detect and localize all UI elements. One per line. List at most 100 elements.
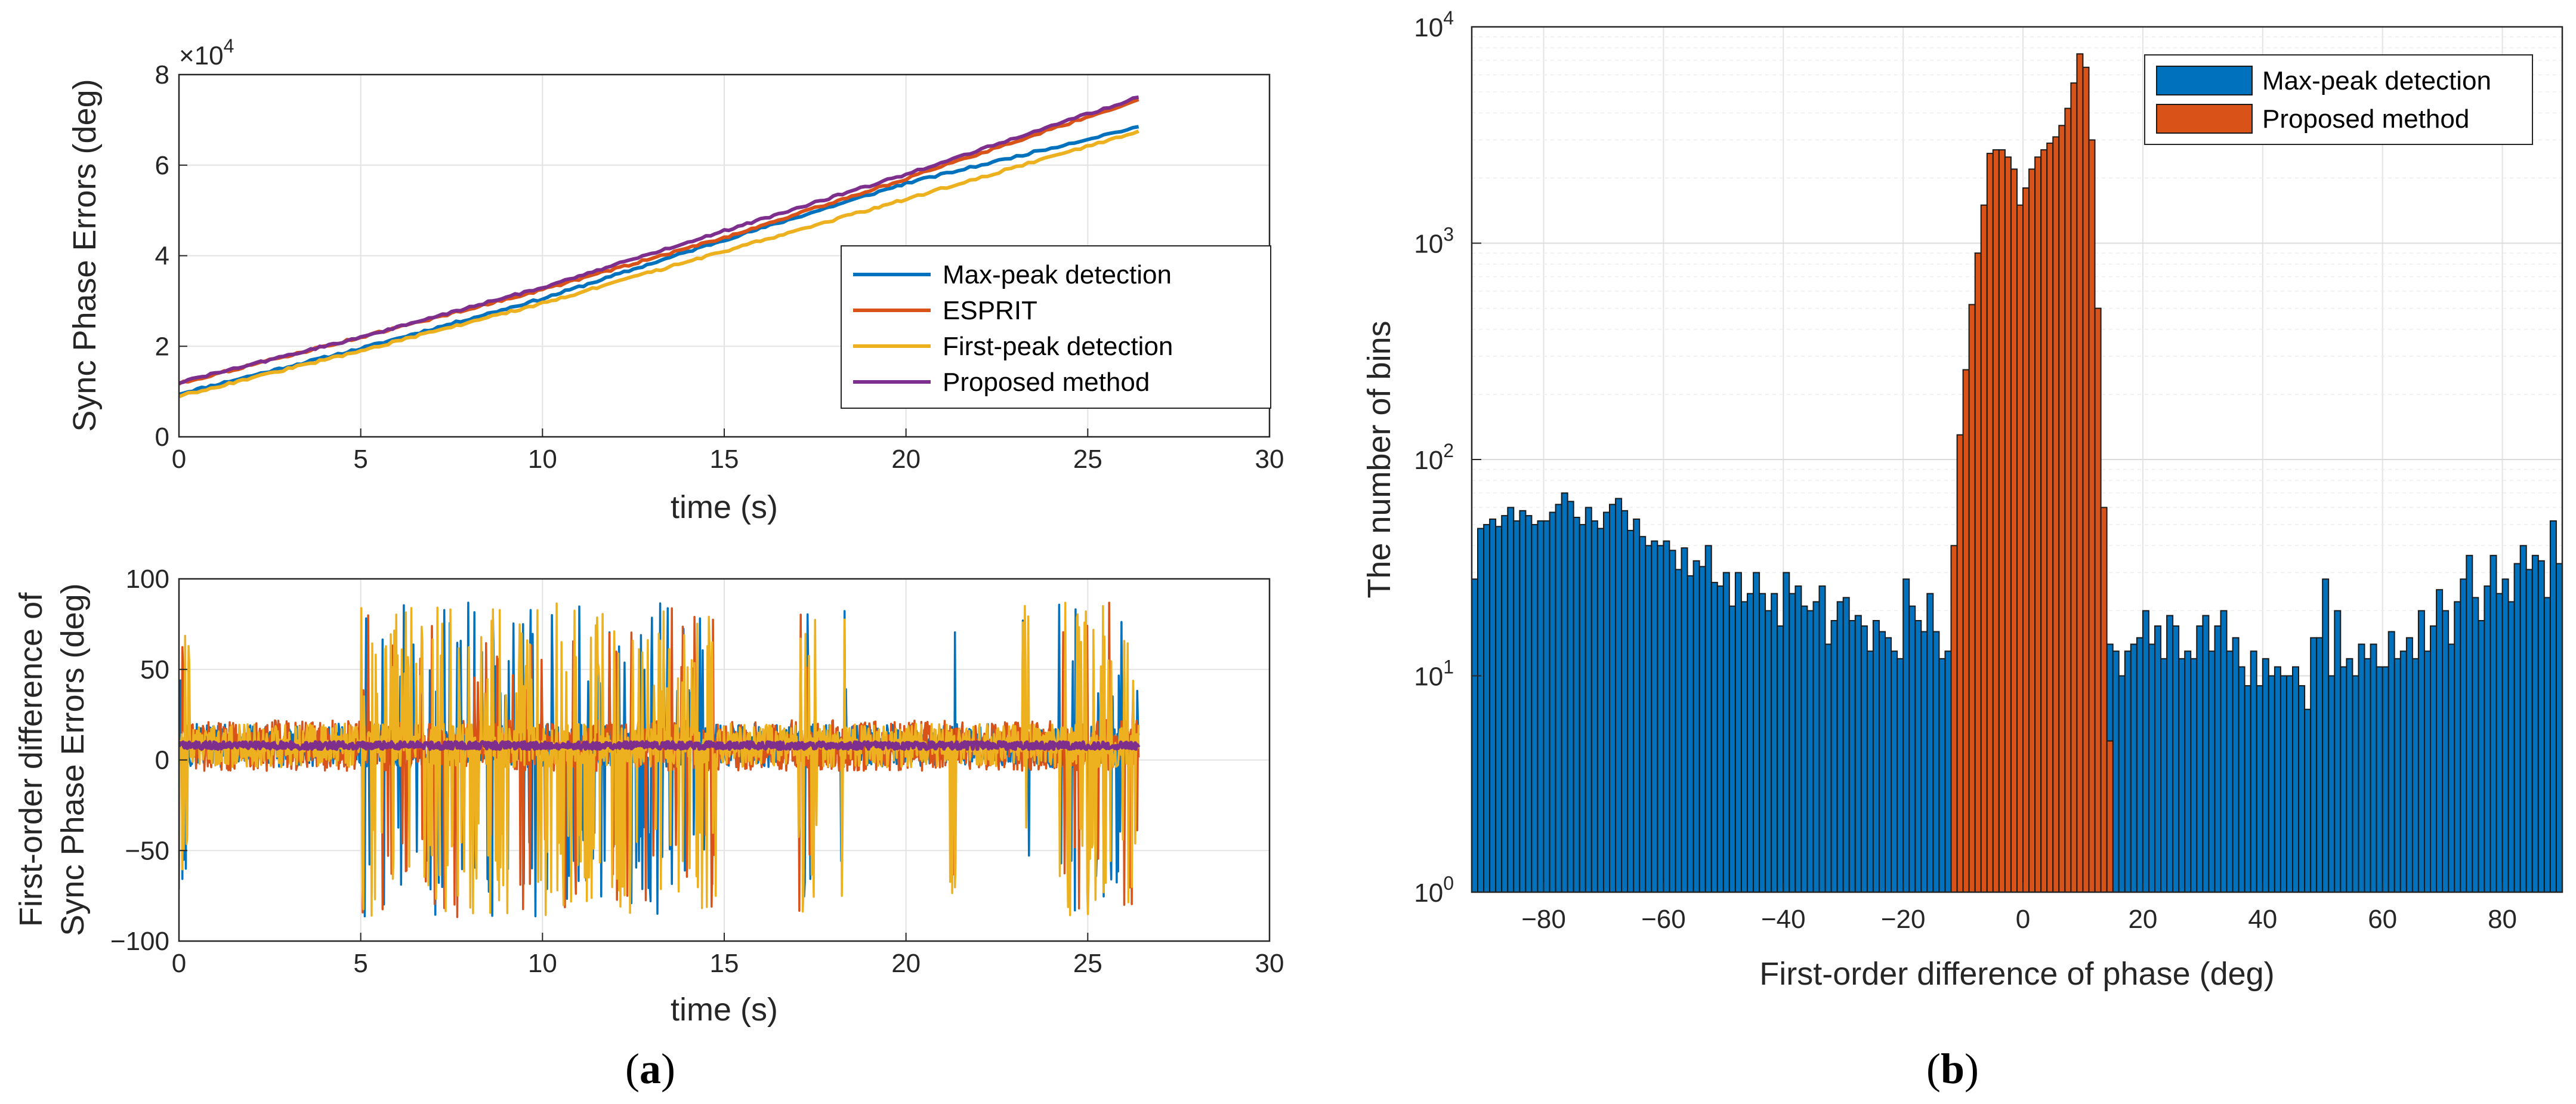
chart-a-bottom: 0 5 10 15 20 25 30 −100 −50 0 50 100 time (s) Firs… <box>13 565 1284 1028</box>
bar-max-peak <box>2250 650 2257 892</box>
bar-proposed <box>2046 142 2054 892</box>
bar-max-peak <box>1836 601 1844 892</box>
y-ticks-a-top: 0 2 4 6 8 <box>155 60 187 452</box>
x-axis-label-b: First-order difference of phase (deg) <box>1759 956 2274 992</box>
bar-max-peak <box>2190 658 2198 892</box>
bar-max-peak <box>1645 545 1653 892</box>
bar-max-peak <box>2178 658 2186 892</box>
bar-max-peak <box>1783 572 1790 892</box>
y-tick-label: 100 <box>126 565 169 594</box>
bar-max-peak <box>2537 560 2545 892</box>
bar-max-peak <box>1621 510 1629 892</box>
bar-max-peak <box>1800 605 1808 892</box>
bar-max-peak <box>2387 631 2395 892</box>
bar-max-peak <box>1573 517 1580 892</box>
bar-max-peak <box>1627 529 1635 892</box>
bar-proposed <box>2034 156 2042 892</box>
bar-max-peak <box>1633 518 1641 892</box>
bar-max-peak <box>1759 593 1766 892</box>
y-axis-label-line2-a-bottom: Sync Phase Errors (deg) <box>55 583 91 936</box>
series-lines-a-top <box>179 95 1139 399</box>
y-ticks-a-bottom: −100 −50 0 50 100 <box>110 565 187 956</box>
bar-proposed <box>2064 107 2072 892</box>
bar-proposed <box>2028 168 2036 892</box>
bar-max-peak <box>1477 528 1484 892</box>
series-line-first-peak-detection <box>179 129 1139 399</box>
x-tick-label: 80 <box>2488 905 2517 934</box>
bar-max-peak <box>1734 572 1742 892</box>
bar-max-peak <box>2310 637 2318 892</box>
bar-proposed <box>2070 82 2078 892</box>
x-tick-label: 0 <box>172 949 186 978</box>
x-tick-label: 30 <box>1255 949 1284 978</box>
x-tick-label: 0 <box>2016 905 2030 934</box>
bar-max-peak <box>1777 625 1784 892</box>
y-tick-power: 4 <box>1443 7 1454 29</box>
y-tick-label: 104 <box>1414 7 1454 42</box>
bar-max-peak <box>1507 507 1515 892</box>
y-tick-label: 103 <box>1414 224 1454 259</box>
bar-max-peak <box>1722 572 1730 892</box>
bar-max-peak <box>2298 685 2306 892</box>
bar-max-peak <box>2142 610 2149 892</box>
bar-max-peak <box>1513 520 1521 892</box>
bar-max-peak <box>2495 593 2503 892</box>
bar-max-peak <box>1603 511 1610 892</box>
legend-label-max-peak-detection: Max-peak detection <box>2262 66 2491 95</box>
bar-max-peak <box>1596 528 1604 892</box>
bar-max-peak <box>1860 625 1868 892</box>
x-tick-label: 25 <box>1073 445 1102 474</box>
bar-max-peak <box>1728 605 1736 892</box>
bar-max-peak <box>1519 510 1527 892</box>
y-tick-power: 1 <box>1443 656 1454 678</box>
bar-max-peak <box>2292 666 2299 892</box>
bar-proposed <box>2040 149 2048 892</box>
y-tick-base: 10 <box>1414 662 1443 692</box>
bar-max-peak <box>2531 554 2539 892</box>
bar-max-peak <box>1495 526 1503 892</box>
bar-max-peak <box>1609 504 1616 892</box>
bar-max-peak <box>1561 492 1568 892</box>
y-tick-label: −100 <box>110 927 169 956</box>
bar-max-peak <box>2448 643 2455 892</box>
x-tick-label: 30 <box>1255 445 1284 474</box>
bar-max-peak <box>1926 593 1934 892</box>
bar-max-peak <box>1914 620 1922 892</box>
bar-max-peak <box>1590 520 1598 892</box>
y-exponent-power: 4 <box>224 35 234 57</box>
legend-swatch-max-peak-detection <box>2156 66 2253 95</box>
bar-max-peak <box>1932 631 1940 892</box>
x-tick-label: 10 <box>528 445 557 474</box>
bar-proposed <box>1974 252 1982 892</box>
x-tick-label: 25 <box>1073 949 1102 978</box>
panel-label-a: (a) <box>625 1045 675 1093</box>
bar-max-peak <box>2340 666 2348 892</box>
x-tick-label: −20 <box>1881 905 1926 934</box>
bar-max-peak <box>2460 578 2467 892</box>
bar-max-peak <box>1789 593 1796 892</box>
y-tick-label: 4 <box>155 242 169 271</box>
bar-max-peak <box>2424 650 2431 892</box>
bar-max-peak <box>1908 605 1916 892</box>
bar-max-peak <box>2376 666 2383 892</box>
legend-label-proposed-method: Proposed method <box>2262 104 2469 134</box>
panel-label-a-letter: a <box>640 1045 661 1093</box>
x-tick-label: 15 <box>710 949 739 978</box>
bar-max-peak <box>1555 504 1562 892</box>
legend-entries-b: Max-peak detection Proposed method <box>2156 66 2491 134</box>
y-exponent-a-top: ×104 <box>179 35 234 70</box>
bar-max-peak <box>2411 658 2419 892</box>
legend-label-proposed-method: Proposed method <box>943 368 1150 397</box>
y-tick-label: 0 <box>155 423 169 452</box>
bar-proposed <box>2022 187 2030 892</box>
y-tick-label: 50 <box>140 655 169 684</box>
bar-proposed <box>1950 545 1958 892</box>
bar-max-peak <box>2280 675 2287 892</box>
bar-proposed <box>2010 168 2018 892</box>
bar-max-peak <box>2124 650 2132 892</box>
bar-max-peak <box>1830 620 1838 892</box>
bar-max-peak <box>1579 524 1586 892</box>
bar-max-peak <box>2118 675 2126 892</box>
